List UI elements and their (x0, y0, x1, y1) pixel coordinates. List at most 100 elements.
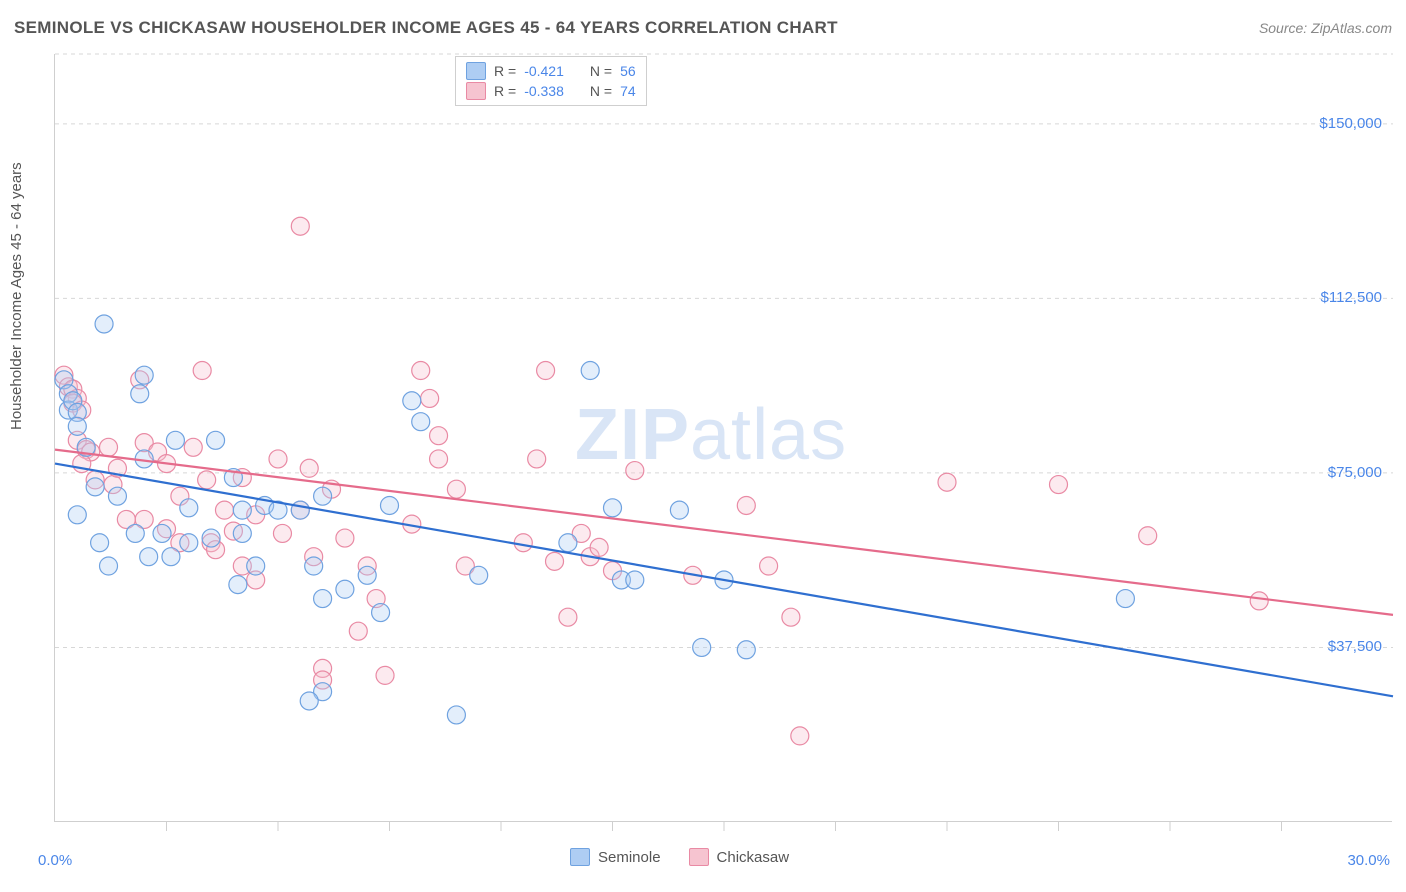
data-point (202, 529, 220, 547)
data-point (590, 538, 608, 556)
data-point (314, 590, 332, 608)
data-point (528, 450, 546, 468)
data-point (207, 431, 225, 449)
r-label: R = (494, 63, 516, 79)
data-point (693, 638, 711, 656)
r-value-seminole: -0.421 (524, 63, 564, 79)
data-point (1139, 527, 1157, 545)
data-point (166, 431, 184, 449)
data-point (559, 534, 577, 552)
data-point (68, 506, 86, 524)
plot-area: ZIPatlas R = -0.421 N = 56 R = -0.338 N … (54, 54, 1392, 822)
data-point (559, 608, 577, 626)
data-point (229, 576, 247, 594)
data-point (140, 548, 158, 566)
data-point (737, 641, 755, 659)
series-label: Chickasaw (717, 849, 790, 866)
data-point (273, 524, 291, 542)
x-min-label: 0.0% (38, 852, 72, 869)
data-point (782, 608, 800, 626)
y-tick-label: $150,000 (1319, 115, 1382, 132)
data-point (86, 478, 104, 496)
swatch-seminole (570, 848, 590, 866)
n-value-seminole: 56 (620, 63, 636, 79)
data-point (247, 557, 265, 575)
data-point (381, 496, 399, 514)
data-point (514, 534, 532, 552)
data-point (760, 557, 778, 575)
data-point (193, 362, 211, 380)
data-point (162, 548, 180, 566)
data-point (300, 459, 318, 477)
data-point (100, 557, 118, 575)
data-point (430, 450, 448, 468)
data-point (180, 499, 198, 517)
legend-correlation: R = -0.421 N = 56 R = -0.338 N = 74 (455, 56, 647, 106)
data-point (403, 392, 421, 410)
data-point (938, 473, 956, 491)
data-point (300, 692, 318, 710)
data-point (184, 438, 202, 456)
n-value-chickasaw: 74 (620, 83, 636, 99)
y-axis-label: Householder Income Ages 45 - 64 years (8, 162, 25, 430)
n-label: N = (590, 63, 612, 79)
data-point (91, 534, 109, 552)
data-point (305, 557, 323, 575)
legend-item-chickasaw: Chickasaw (689, 848, 790, 866)
data-point (269, 450, 287, 468)
data-point (1050, 476, 1068, 494)
data-point (135, 366, 153, 384)
data-point (358, 566, 376, 584)
data-point (604, 499, 622, 517)
data-point (447, 480, 465, 498)
data-point (412, 413, 430, 431)
r-label: R = (494, 83, 516, 99)
data-point (233, 501, 251, 519)
data-point (412, 362, 430, 380)
data-point (349, 622, 367, 640)
y-tick-label: $112,500 (1321, 289, 1382, 306)
swatch-chickasaw (466, 82, 486, 100)
data-point (180, 534, 198, 552)
data-point (198, 471, 216, 489)
trend-line (55, 450, 1393, 615)
data-point (126, 524, 144, 542)
legend-series: Seminole Chickasaw (570, 848, 789, 866)
data-point (1116, 590, 1134, 608)
data-point (670, 501, 688, 519)
data-point (626, 462, 644, 480)
swatch-seminole (466, 62, 486, 80)
data-point (1250, 592, 1268, 610)
data-point (233, 524, 251, 542)
data-point (100, 438, 118, 456)
data-point (737, 496, 755, 514)
data-point (376, 666, 394, 684)
data-point (537, 362, 555, 380)
data-point (215, 501, 233, 519)
n-label: N = (590, 83, 612, 99)
data-point (291, 501, 309, 519)
x-max-label: 30.0% (1347, 852, 1390, 869)
data-point (421, 389, 439, 407)
data-point (372, 604, 390, 622)
data-point (336, 580, 354, 598)
data-point (314, 487, 332, 505)
data-point (430, 427, 448, 445)
data-point (336, 529, 354, 547)
legend-row-seminole: R = -0.421 N = 56 (466, 62, 636, 80)
data-point (153, 524, 171, 542)
legend-item-seminole: Seminole (570, 848, 661, 866)
data-point (626, 571, 644, 589)
swatch-chickasaw (689, 848, 709, 866)
data-point (546, 552, 564, 570)
y-tick-label: $37,500 (1328, 638, 1382, 655)
source-label: Source: ZipAtlas.com (1259, 20, 1392, 36)
r-value-chickasaw: -0.338 (524, 83, 564, 99)
data-point (791, 727, 809, 745)
series-label: Seminole (598, 849, 661, 866)
data-point (131, 385, 149, 403)
legend-row-chickasaw: R = -0.338 N = 74 (466, 82, 636, 100)
title-bar: SEMINOLE VS CHICKASAW HOUSEHOLDER INCOME… (14, 18, 1392, 38)
data-point (470, 566, 488, 584)
data-point (447, 706, 465, 724)
